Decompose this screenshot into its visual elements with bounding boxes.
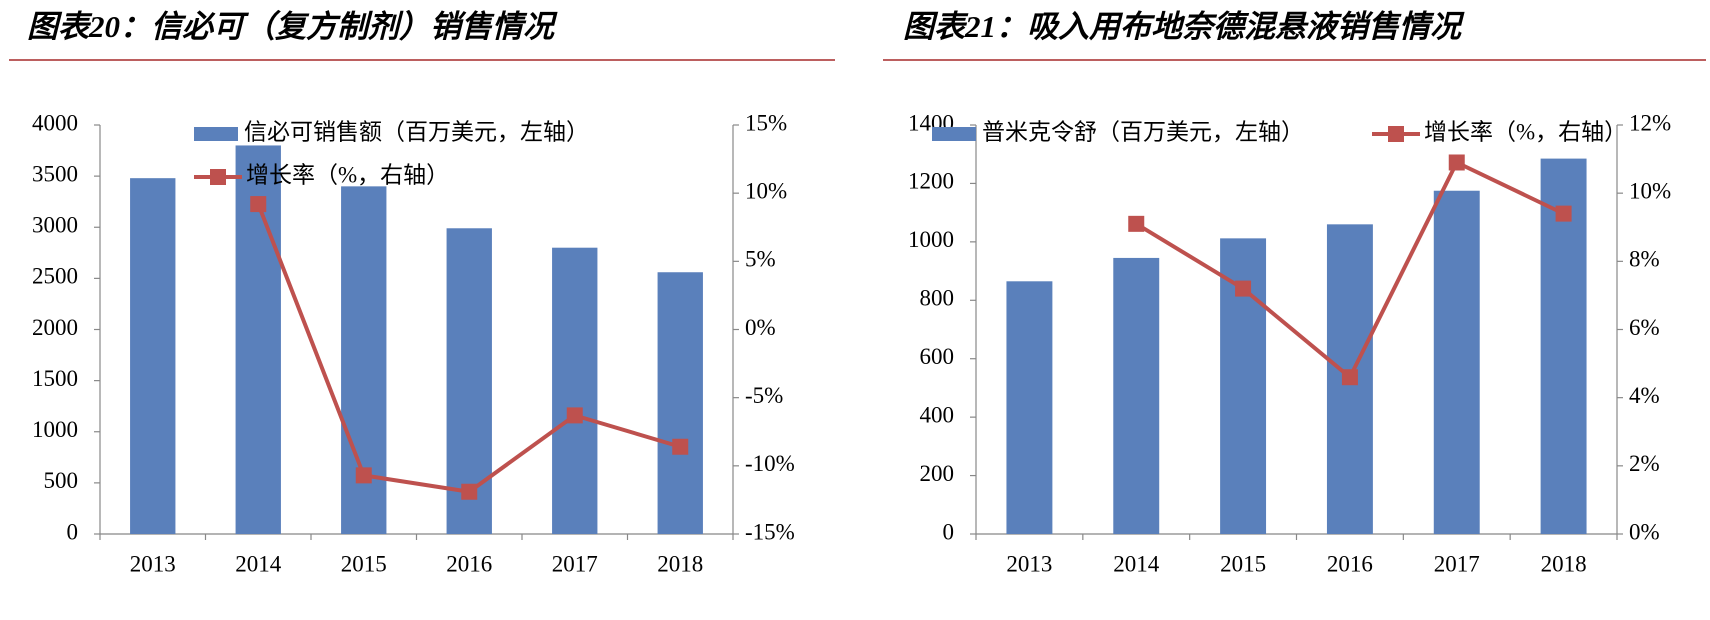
y2-tick-label: -15% — [745, 519, 795, 544]
legend-label: 普米克令舒（百万美元，左轴） — [982, 119, 1304, 144]
y-tick-label: 1500 — [32, 366, 78, 391]
y-tick-label: 1000 — [908, 227, 954, 252]
bar — [657, 272, 703, 534]
chart-title: 图表21：吸入用布地奈德混悬液销售情况 — [903, 9, 1465, 44]
x-tick-label: 2013 — [1006, 551, 1052, 576]
y2-tick-label: -10% — [745, 451, 795, 476]
x-tick-label: 2018 — [1541, 551, 1587, 576]
chart-title: 图表20：信必可（复方制剂）销售情况 — [27, 9, 558, 44]
x-tick-label: 2015 — [1220, 551, 1266, 576]
x-tick-label: 2017 — [552, 551, 598, 576]
y2-tick-label: 10% — [745, 178, 787, 203]
y-tick-label: 0 — [943, 519, 955, 544]
y-tick-label: 0 — [67, 519, 79, 544]
line-marker — [566, 407, 583, 424]
y2-tick-label: 2% — [1629, 451, 1660, 476]
y-tick-label: 3000 — [32, 213, 78, 238]
y-tick-label: 4000 — [32, 110, 78, 135]
y2-tick-label: 8% — [1629, 247, 1660, 272]
y2-tick-label: 4% — [1629, 383, 1660, 408]
y2-tick-label: -5% — [745, 383, 783, 408]
y-tick-label: 400 — [920, 402, 955, 427]
y-tick-label: 800 — [920, 286, 955, 311]
legend-label: 增长率（%，右轴） — [1424, 119, 1627, 144]
legend-swatch — [1388, 126, 1404, 142]
line-marker — [250, 196, 267, 213]
x-tick-label: 2017 — [1434, 551, 1480, 576]
bar — [1006, 281, 1053, 534]
line-marker — [1448, 154, 1465, 171]
y-tick-label: 500 — [44, 468, 79, 493]
line-marker — [1341, 369, 1358, 386]
line-marker — [672, 438, 689, 455]
y-tick-label: 3500 — [32, 161, 78, 186]
y-tick-label: 600 — [920, 344, 955, 369]
line-marker — [1128, 215, 1145, 232]
y2-tick-label: 0% — [1629, 519, 1660, 544]
legend-swatch — [210, 169, 226, 185]
y-tick-label: 200 — [920, 461, 955, 486]
line-marker — [1555, 205, 1572, 222]
y2-tick-label: 0% — [745, 315, 776, 340]
x-tick-label: 2016 — [1327, 551, 1373, 576]
legend-swatch — [932, 127, 976, 141]
bar — [1113, 257, 1160, 534]
line-marker — [355, 467, 372, 484]
x-tick-label: 2014 — [235, 551, 282, 576]
line-marker — [461, 483, 478, 500]
x-tick-label: 2018 — [657, 551, 703, 576]
y2-tick-label: 15% — [745, 110, 787, 135]
legend-label: 信必可销售额（百万美元，左轴） — [244, 119, 589, 144]
x-tick-label: 2015 — [341, 551, 387, 576]
bar — [1433, 190, 1480, 534]
y-tick-label: 2000 — [32, 315, 78, 340]
y-tick-label: 2500 — [32, 264, 78, 289]
legend-swatch — [194, 127, 238, 141]
y-tick-label: 1200 — [908, 169, 954, 194]
x-tick-label: 2016 — [446, 551, 492, 576]
bar — [130, 178, 176, 535]
line-marker — [1235, 280, 1252, 297]
y-tick-label: 1000 — [32, 417, 78, 442]
x-tick-label: 2013 — [130, 551, 176, 576]
y2-tick-label: 6% — [1629, 315, 1660, 340]
y2-tick-label: 12% — [1629, 110, 1671, 135]
legend-label: 增长率（%，右轴） — [246, 162, 449, 187]
y2-tick-label: 10% — [1629, 178, 1671, 203]
x-tick-label: 2014 — [1113, 551, 1160, 576]
y2-tick-label: 5% — [745, 247, 776, 272]
bar — [552, 247, 598, 534]
